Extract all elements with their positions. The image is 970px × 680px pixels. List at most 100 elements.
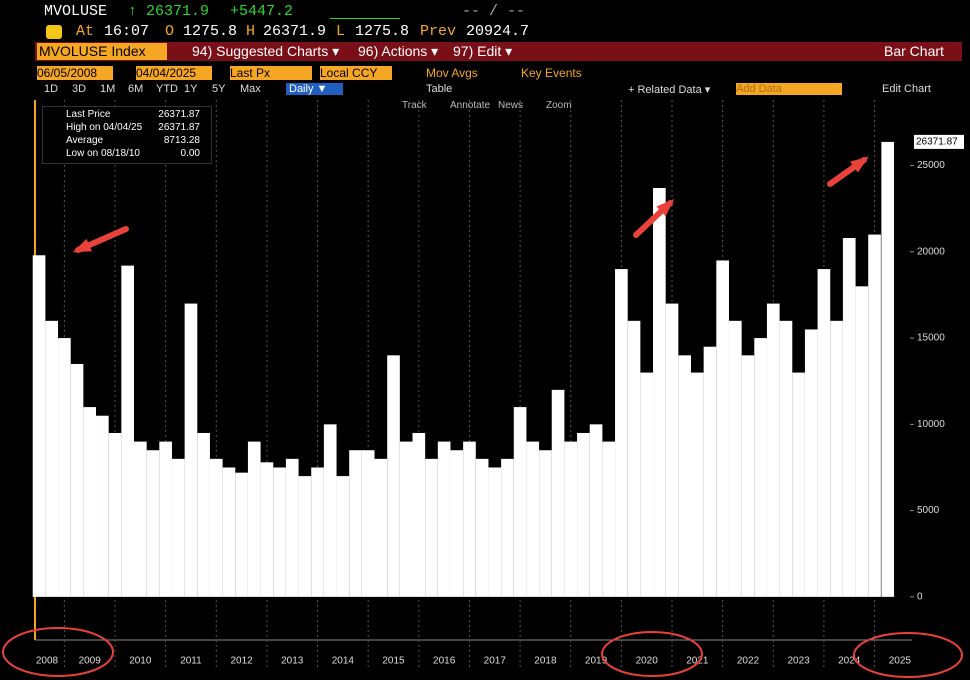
y-tick-label: 15000	[917, 333, 945, 344]
security[interactable]: MVOLUSE Index	[37, 43, 167, 60]
tool-button[interactable]: News	[498, 100, 524, 111]
bar	[96, 415, 109, 597]
field[interactable]: Last Px	[230, 66, 312, 80]
x-tick-label: 2009	[79, 656, 102, 667]
bar	[235, 472, 248, 597]
currency[interactable]: Local CCY	[320, 66, 392, 80]
bar	[222, 467, 236, 597]
bar	[564, 441, 578, 597]
bar	[83, 407, 97, 597]
add-data[interactable]: Add Data	[736, 83, 842, 95]
y-tick-label: 10000	[917, 419, 945, 430]
suggested-charts[interactable]: 94) Suggested Charts ▾	[192, 43, 340, 59]
bar	[881, 141, 895, 597]
x-tick-label: 2016	[433, 656, 456, 667]
bar	[728, 320, 742, 597]
bar	[349, 450, 362, 597]
tool-button[interactable]: Annotate	[450, 100, 491, 111]
period-button[interactable]: 5Y	[212, 83, 226, 95]
period-button[interactable]: 1Y	[184, 83, 198, 95]
x-tick-label: 2019	[585, 656, 608, 667]
period-button[interactable]: 6M	[128, 83, 144, 95]
x-tick-label: 2025	[889, 656, 912, 667]
frequency[interactable]: Daily ▼	[286, 83, 343, 95]
period-button[interactable]: Max	[240, 83, 261, 95]
x-tick-label: 2024	[838, 656, 861, 667]
x-tick-label: 2014	[332, 656, 355, 667]
bar	[539, 450, 552, 597]
bar	[703, 346, 717, 597]
bar	[817, 269, 831, 597]
period-button[interactable]: 1M	[100, 83, 116, 95]
bar	[513, 407, 527, 597]
legend-label: Last Price	[66, 109, 111, 120]
period-button[interactable]: YTD	[156, 83, 178, 95]
bar	[653, 187, 666, 597]
bar	[209, 458, 223, 597]
bar	[577, 432, 590, 597]
bar	[159, 441, 172, 597]
bar	[602, 441, 616, 597]
period-button[interactable]: 3D	[72, 83, 87, 95]
bar	[526, 441, 540, 597]
x-tick-label: 2018	[534, 656, 557, 667]
start-date[interactable]: 06/05/2008	[37, 66, 113, 80]
related-data[interactable]: + Related Data ▾	[628, 84, 711, 96]
bar	[298, 476, 312, 597]
table[interactable]: Table	[426, 83, 453, 95]
legend-value: 26371.87	[158, 122, 200, 133]
tool-button[interactable]: Zoom	[546, 100, 572, 111]
bar	[108, 432, 122, 597]
key-events[interactable]: Key Events	[521, 66, 582, 80]
bar	[323, 424, 337, 597]
bar	[146, 450, 160, 597]
y-tick-label: 5000	[917, 505, 940, 516]
legend-label: High on 04/04/25	[66, 122, 143, 133]
annotation-arrowhead	[656, 198, 675, 217]
low-label: L	[336, 23, 346, 40]
legend-label: Average	[66, 135, 104, 146]
annotation-circle	[2, 627, 114, 677]
bar	[285, 458, 299, 597]
actions[interactable]: 96) Actions ▾	[358, 43, 439, 59]
x-tick-label: 2010	[129, 656, 152, 667]
end-date[interactable]: 04/04/2025	[136, 66, 212, 80]
open: 1275.8	[183, 23, 238, 40]
tool-button[interactable]: Track	[402, 100, 427, 111]
bar	[437, 441, 451, 597]
edit[interactable]: 97) Edit ▾	[453, 43, 513, 59]
x-tick-label: 2013	[281, 656, 304, 667]
bar	[640, 372, 654, 597]
y-tick-label: 25000	[917, 160, 945, 171]
bar	[336, 476, 350, 597]
x-tick-label: 2008	[36, 656, 59, 667]
x-tick-label: 2015	[382, 656, 405, 667]
period-button[interactable]: 1D	[44, 83, 59, 95]
bar	[374, 458, 388, 597]
toolbar	[35, 42, 962, 61]
bar	[70, 363, 84, 597]
bar	[361, 450, 375, 597]
bar	[273, 467, 286, 597]
annotation-arrowhead	[850, 156, 869, 173]
bar	[475, 458, 489, 597]
legend-label: Low on 08/18/10	[66, 148, 140, 159]
bar	[463, 441, 476, 597]
bar	[690, 372, 704, 597]
bar	[830, 320, 843, 597]
bar	[184, 303, 198, 597]
chart-kind[interactable]: Bar Chart	[884, 43, 944, 59]
prev-label: Prev	[420, 23, 457, 40]
bar	[425, 458, 438, 597]
bar	[32, 255, 46, 597]
high-label: H	[246, 23, 256, 40]
y-tick-label: 20000	[917, 246, 945, 257]
bar	[792, 372, 805, 597]
annotation-circle	[601, 631, 703, 677]
mov-avgs[interactable]: Mov Avgs	[426, 66, 478, 80]
edit-chart[interactable]: Edit Chart	[882, 83, 931, 95]
prev: 20924.7	[466, 23, 530, 40]
x-tick-label: 2020	[636, 656, 659, 667]
